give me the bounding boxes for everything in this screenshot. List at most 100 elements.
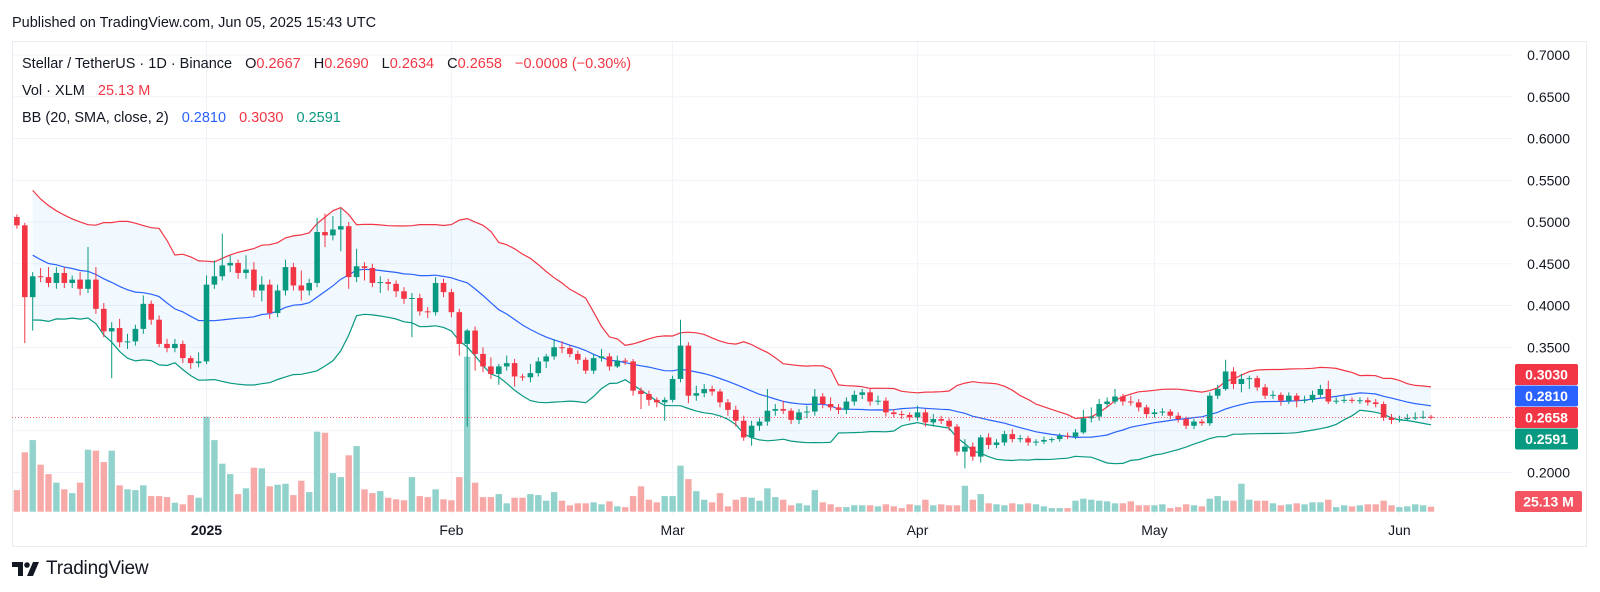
volume-bar [661, 496, 668, 512]
change-value: −0.0008 (−0.30%) [515, 56, 632, 72]
candle-body [195, 361, 202, 364]
volume-bar [1182, 504, 1190, 512]
time-axis[interactable]: 2025 Feb Mar Apr May Jun [191, 522, 1411, 538]
candle-body [804, 411, 810, 413]
published-caption: Published on TradingView.com, Jun 05, 20… [12, 15, 377, 31]
price-label-text: 0.2658 [1525, 410, 1568, 426]
candle-body [930, 419, 937, 423]
volume-bar [669, 496, 676, 512]
candle-body [140, 303, 147, 329]
candle-body [827, 404, 834, 408]
candle-body [551, 347, 557, 357]
price-label-text: 0.3030 [1525, 367, 1568, 383]
candle-body [606, 356, 613, 367]
candle-body [567, 348, 573, 354]
volume-bar [614, 506, 621, 512]
candle-body [1404, 417, 1411, 420]
candle-body [582, 359, 589, 371]
candle-body [985, 437, 992, 445]
volume-bar [740, 497, 747, 512]
volume-bar [1190, 505, 1198, 512]
volume-bar [385, 497, 392, 512]
volume-bar [1009, 503, 1016, 512]
volume-bar [163, 497, 171, 512]
price-label-box [1515, 428, 1578, 450]
volume-bar [622, 507, 629, 512]
candle-body [1072, 432, 1079, 437]
volume-bar [377, 491, 384, 512]
candle-body [1191, 421, 1197, 426]
volume-bar [1372, 504, 1379, 512]
candle-body [772, 409, 779, 411]
volume-bar [827, 504, 834, 512]
volume-bar [1348, 506, 1356, 512]
volume-bar [606, 501, 613, 512]
price-label-box [1515, 364, 1578, 386]
candle-body [1293, 395, 1300, 401]
candle-body [590, 358, 597, 371]
candle-body [1041, 439, 1047, 442]
candle-body [867, 392, 873, 402]
candle-body [788, 410, 794, 420]
volume-bar [1017, 504, 1024, 512]
price-axis[interactable]: 0.2000 0.3500 0.4000 0.4500 0.5000 0.5500 0.60… [1515, 47, 1582, 512]
volume-bar [1056, 508, 1063, 512]
volume-bar [1333, 507, 1340, 512]
candle-body [1025, 438, 1031, 443]
volume-bar [408, 477, 416, 512]
volume-bar [432, 489, 439, 512]
candle-body [124, 341, 131, 343]
candle-body [251, 269, 257, 291]
tradingview-logo-text: TradingView [46, 558, 149, 579]
candle-body [77, 279, 83, 289]
volume-bar [945, 505, 953, 512]
volume-bar [519, 497, 526, 512]
volume-bar [187, 495, 194, 512]
volume-bar [1230, 500, 1237, 512]
candle-body [1175, 415, 1181, 420]
candle-body [748, 425, 755, 438]
candle-body [227, 262, 233, 266]
candle-body [37, 276, 44, 278]
price-axis-label: 0.3500 [1527, 339, 1570, 355]
candle-body [361, 266, 368, 268]
volume-bar [685, 479, 692, 512]
volume-bar [1269, 503, 1277, 512]
volume-bar [503, 503, 510, 512]
volume-bar [100, 462, 107, 512]
bb-indicator-label[interactable]: BB (20, SMA, close, 2) [22, 110, 169, 126]
candle-body [962, 446, 968, 452]
bb-upper-line [32, 189, 1432, 420]
symbol-title[interactable]: Stellar / TetherUS · 1D · Binance [22, 56, 233, 72]
volume-bar [69, 493, 76, 512]
price-label-text: 0.2591 [1525, 431, 1568, 447]
volume-bar [874, 506, 882, 512]
candle-body [598, 356, 605, 359]
candle-body [377, 282, 384, 284]
candle-body [693, 393, 700, 396]
volume-indicator-label[interactable]: Vol · XLM [22, 83, 85, 99]
volume-bar [242, 488, 250, 512]
volume-bar [108, 450, 115, 512]
bb-lower-line [32, 313, 1432, 465]
volume-bar [708, 502, 716, 512]
candle-body [614, 360, 621, 367]
candle-body [235, 262, 241, 273]
candle-body [1214, 389, 1221, 396]
volume-bar [321, 432, 329, 512]
volume-bar [306, 492, 313, 512]
candle-body [164, 343, 170, 349]
candle-body [456, 312, 463, 344]
volume-bar [424, 497, 431, 512]
tradingview-logo[interactable]: TradingView [12, 558, 149, 580]
volume-bar [392, 499, 400, 512]
candle-body [156, 319, 162, 344]
candle-body [1128, 401, 1134, 403]
volume-bar [1419, 505, 1427, 512]
candle-body [993, 442, 1000, 445]
candle-body [464, 330, 470, 344]
volume-bar [764, 488, 771, 512]
candle-body [1049, 439, 1055, 441]
volume-bar [550, 492, 558, 512]
